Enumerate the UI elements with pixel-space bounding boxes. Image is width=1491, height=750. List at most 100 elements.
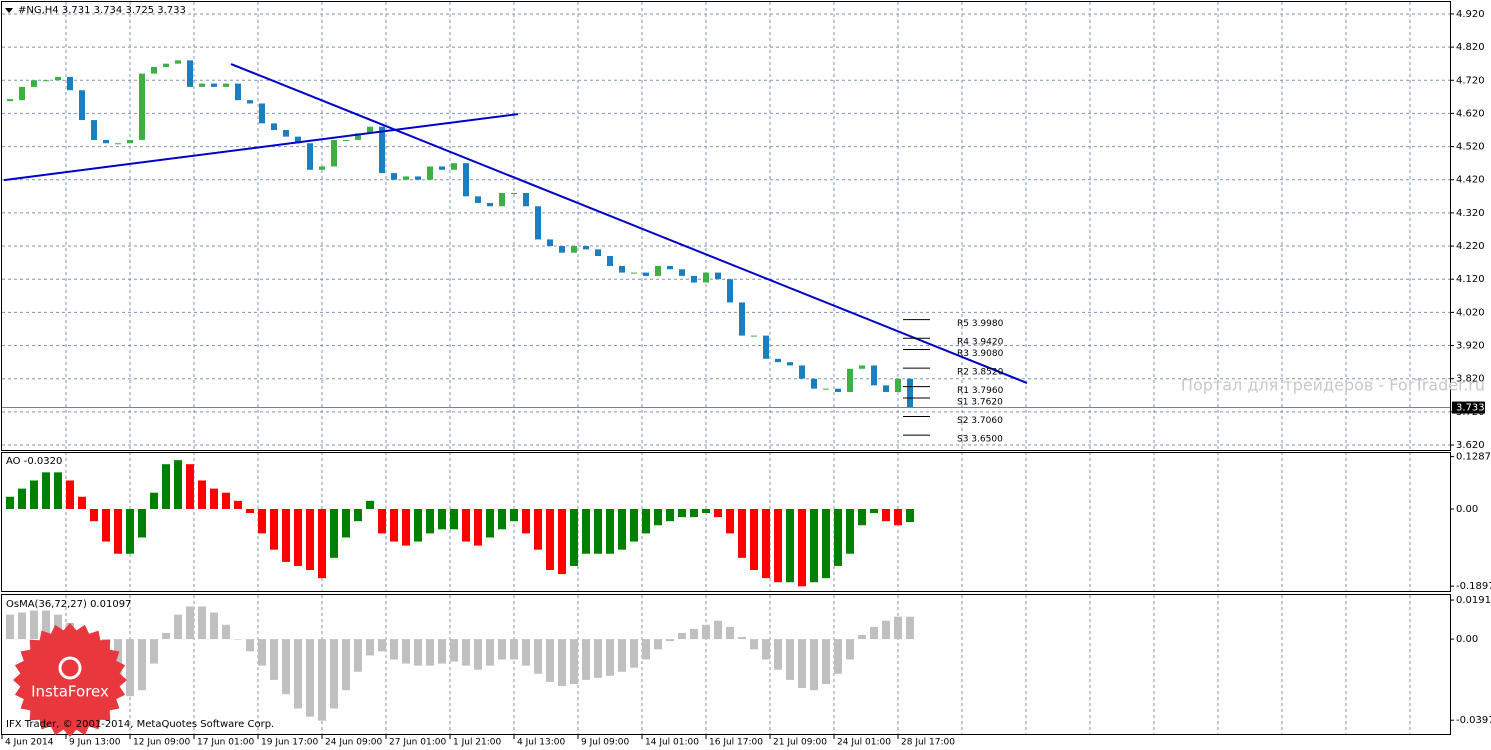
histogram-bar [438,508,446,530]
menu-icon[interactable] [5,8,13,13]
footer: IFX Trader, © 2001-2014, MetaQuotes Soft… [6,719,274,730]
histogram-bar [150,639,158,664]
pivot-label: R1 3.7960 [957,386,1004,396]
candle [751,335,757,337]
histogram-bar [462,508,470,542]
histogram-bar [678,508,686,518]
candle [643,272,649,276]
histogram-bar [318,639,326,721]
histogram-bar [702,508,710,514]
x-tick-label: 4 Jul 13:00 [517,738,566,748]
histogram-bar [282,508,290,562]
histogram-bar [222,492,230,509]
y-tick-label: 4.520 [1456,142,1485,153]
histogram-bar [894,616,902,640]
histogram-bar [330,639,338,709]
x-tick-label: 24 Jul 01:00 [837,738,891,748]
trend-line [3,113,519,182]
candle [55,76,61,81]
histogram-bar [522,639,530,666]
candle [343,139,349,141]
histogram-bar [66,480,74,509]
histogram-bar [546,639,554,682]
histogram-bar [426,508,434,534]
histogram-bar [318,508,326,579]
histogram-bar [846,508,854,554]
histogram-bar [294,508,302,566]
histogram-bar [834,639,842,674]
histogram-bar [618,508,626,550]
candle [859,365,865,369]
y-tick-label: 4.320 [1456,208,1485,219]
pivot-label: R2 3.8520 [957,368,1004,378]
x-tick-label: 1 Jul 21:00 [453,738,502,748]
y-tick-label: 4.420 [1456,175,1485,186]
main-frame [1,1,1451,451]
candle [355,133,361,140]
histogram-bar [654,639,662,650]
x-tick-label: 28 Jul 17:00 [901,738,955,748]
candle [523,193,529,207]
histogram-bar [114,508,122,554]
histogram-bar [246,508,254,514]
candle [535,206,541,240]
pivot-label: R4 3.9420 [957,338,1004,348]
candle [307,143,313,170]
y-tick-label: 4.620 [1456,108,1485,119]
histogram-bar [450,508,458,530]
pivot-label: R5 3.9980 [957,319,1004,329]
histogram-bar [498,639,506,660]
candle [811,378,817,389]
histogram-bar [294,639,302,709]
candle [379,126,385,174]
histogram-bar [714,508,722,518]
histogram-bar [570,508,578,566]
histogram-bar [738,508,746,558]
osma-title: OsMA(36,72,27) 0.01097 [6,599,131,610]
candle [727,279,733,303]
histogram-bar [654,508,662,526]
candle [715,272,721,280]
candle [91,120,97,140]
logo-badge [13,623,127,737]
histogram-bar [366,639,374,656]
histogram-bar [186,606,194,640]
histogram-bar [138,639,146,691]
candle [571,246,577,253]
y-tick-label: 0.00 [1456,504,1478,515]
candle [499,193,505,207]
histogram-bar [198,480,206,509]
logo-icon [58,656,82,680]
y-tick-label: 0.01912 [1456,595,1491,606]
candle [631,272,637,274]
candle [199,83,205,87]
histogram-bar [102,508,110,542]
candle [295,136,301,144]
histogram-bar [786,508,794,583]
candle [235,83,241,101]
histogram-bar [282,639,290,695]
candle [271,123,277,130]
histogram-bar [510,508,518,522]
y-tick-label: 4.720 [1456,75,1485,86]
histogram-bar [426,639,434,666]
histogram-bar [498,508,506,530]
histogram-bar [474,508,482,546]
candle [175,60,181,64]
y-tick-label: 4.020 [1456,307,1485,318]
histogram-bar [714,620,722,640]
histogram-bar [258,508,266,534]
histogram-bar [846,639,854,660]
y-tick-label: 3.620 [1456,440,1485,451]
candle [799,365,805,379]
candle [139,73,145,140]
x-tick-label: 16 Jul 17:00 [709,738,763,748]
histogram-bar [870,626,878,640]
candle [835,388,841,392]
histogram-bar [906,508,914,522]
histogram-bar [42,472,50,509]
candle [595,249,601,257]
candle [871,365,877,386]
histogram-bar [834,508,842,566]
